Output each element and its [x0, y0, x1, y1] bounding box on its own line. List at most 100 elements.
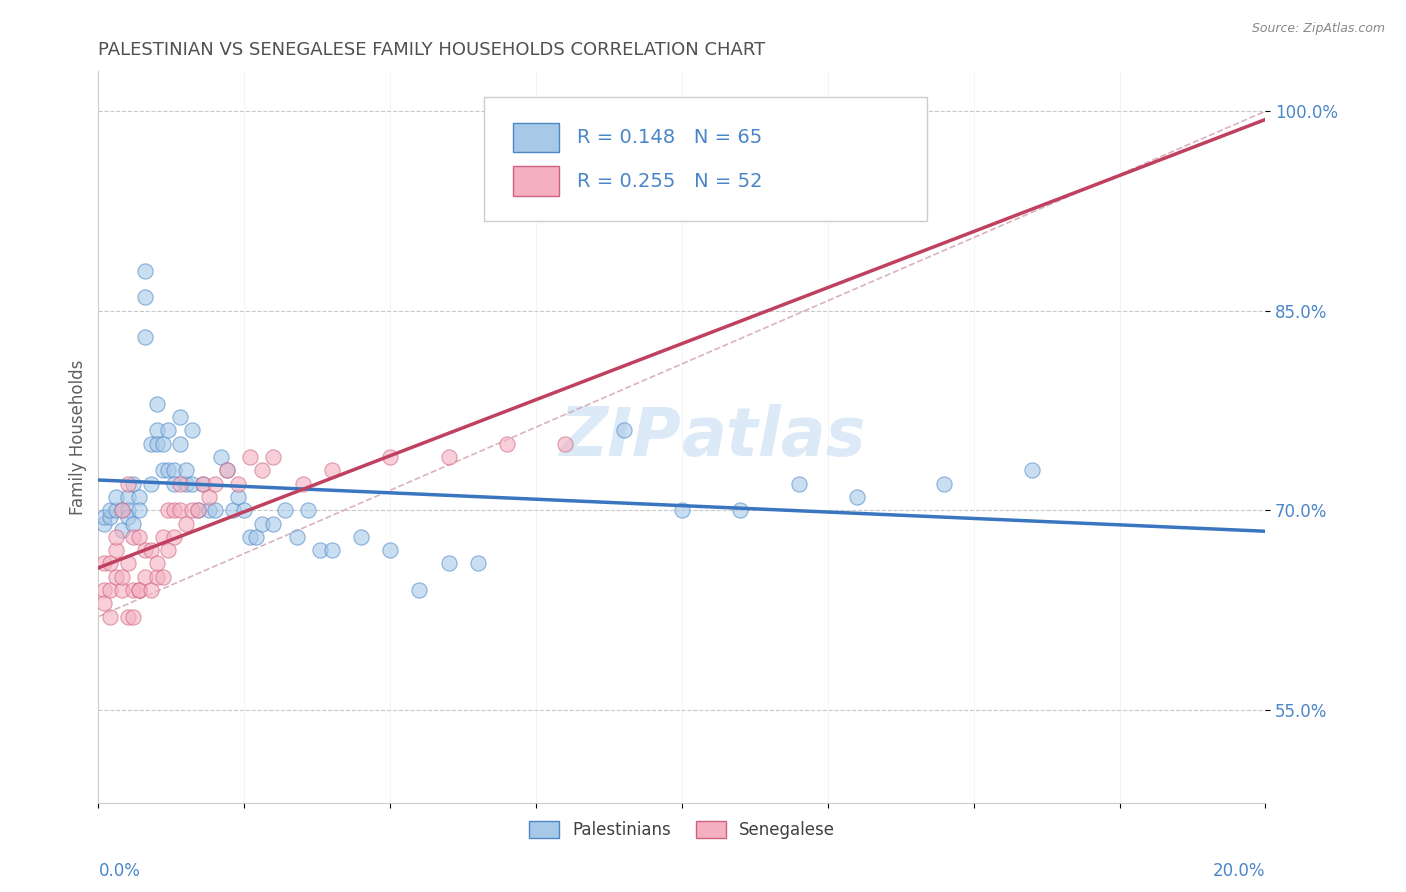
Point [297, 503, 319, 517]
Point [934, 476, 956, 491]
Point [111, 570, 134, 584]
Point [157, 503, 180, 517]
Point [111, 503, 134, 517]
Point [128, 503, 150, 517]
Point [122, 582, 145, 597]
Point [134, 330, 156, 344]
Text: atlas: atlas [682, 404, 866, 470]
Point [146, 436, 169, 450]
Point [93, 582, 115, 597]
Point [104, 570, 127, 584]
Point [163, 463, 186, 477]
Point [321, 463, 343, 477]
Point [174, 463, 197, 477]
Point [134, 290, 156, 304]
Point [437, 557, 460, 571]
Point [139, 476, 162, 491]
Point [193, 476, 215, 491]
Point [98, 509, 121, 524]
Point [239, 530, 262, 544]
FancyBboxPatch shape [513, 167, 560, 195]
Point [111, 523, 134, 537]
Point [134, 570, 156, 584]
Text: R = 0.255   N = 52: R = 0.255 N = 52 [576, 171, 762, 191]
Point [350, 530, 373, 544]
Point [163, 503, 186, 517]
Point [174, 516, 197, 531]
Point [380, 543, 402, 558]
Point [163, 476, 186, 491]
Point [612, 424, 634, 438]
Point [309, 543, 332, 558]
Point [187, 503, 209, 517]
Point [180, 476, 202, 491]
Point [122, 516, 145, 531]
Point [152, 436, 174, 450]
Point [93, 516, 115, 531]
Point [134, 264, 156, 278]
Point [93, 509, 115, 524]
Point [239, 450, 262, 464]
Point [111, 582, 134, 597]
Point [846, 490, 869, 504]
Point [98, 609, 121, 624]
Point [117, 557, 139, 571]
Point [122, 530, 145, 544]
Point [209, 450, 232, 464]
Point [198, 503, 221, 517]
Point [437, 450, 460, 464]
Y-axis label: Family Households: Family Households [69, 359, 87, 515]
Point [221, 503, 243, 517]
Point [408, 582, 430, 597]
Text: R = 0.148   N = 65: R = 0.148 N = 65 [576, 128, 762, 146]
Point [122, 476, 145, 491]
Text: 20.0%: 20.0% [1213, 862, 1265, 880]
Point [128, 530, 150, 544]
Point [163, 530, 186, 544]
Point [98, 557, 121, 571]
Text: 0.0%: 0.0% [98, 862, 141, 880]
Point [128, 490, 150, 504]
Point [146, 397, 169, 411]
Point [215, 463, 238, 477]
Point [321, 543, 343, 558]
Point [169, 436, 191, 450]
Point [380, 450, 402, 464]
Point [187, 503, 209, 517]
Point [204, 476, 226, 491]
Point [787, 476, 810, 491]
FancyBboxPatch shape [513, 122, 560, 152]
Point [93, 557, 115, 571]
Point [169, 476, 191, 491]
Point [291, 476, 314, 491]
Point [233, 503, 256, 517]
Point [117, 509, 139, 524]
Point [467, 557, 489, 571]
Point [245, 530, 267, 544]
Point [104, 490, 127, 504]
Point [496, 436, 519, 450]
Point [157, 463, 180, 477]
Point [193, 476, 215, 491]
Point [104, 530, 127, 544]
Point [117, 503, 139, 517]
Point [104, 503, 127, 517]
Point [122, 609, 145, 624]
Point [128, 582, 150, 597]
Point [204, 503, 226, 517]
Point [117, 609, 139, 624]
Text: ZIP: ZIP [560, 404, 682, 470]
Point [117, 490, 139, 504]
Point [146, 424, 169, 438]
Point [117, 476, 139, 491]
Point [262, 516, 284, 531]
Point [98, 503, 121, 517]
Point [139, 436, 162, 450]
Point [250, 463, 273, 477]
Point [262, 450, 284, 464]
Point [93, 596, 115, 610]
Point [671, 503, 693, 517]
Point [169, 410, 191, 425]
Point [134, 543, 156, 558]
Point [111, 503, 134, 517]
